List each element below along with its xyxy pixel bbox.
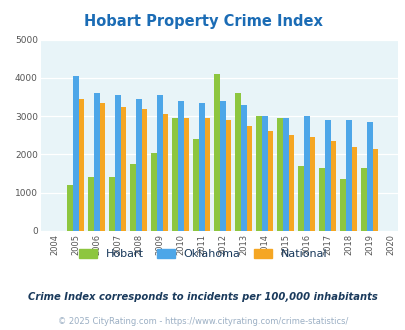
Bar xyxy=(136,99,141,231)
Text: Crime Index corresponds to incidents per 100,000 inhabitants: Crime Index corresponds to incidents per… xyxy=(28,292,377,302)
Bar xyxy=(225,120,231,231)
Bar xyxy=(256,116,261,231)
Bar xyxy=(120,107,126,231)
Bar xyxy=(67,185,72,231)
Bar xyxy=(282,118,288,231)
Bar xyxy=(339,179,345,231)
Bar xyxy=(72,76,78,231)
Bar xyxy=(330,141,336,231)
Bar xyxy=(204,118,210,231)
Bar xyxy=(235,93,241,231)
Bar xyxy=(109,178,115,231)
Bar xyxy=(157,95,162,231)
Bar xyxy=(172,118,177,231)
Bar xyxy=(288,135,294,231)
Legend: Hobart, Oklahoma, National: Hobart, Oklahoma, National xyxy=(74,244,331,263)
Bar xyxy=(151,152,157,231)
Bar xyxy=(277,118,282,231)
Bar xyxy=(198,103,204,231)
Text: Hobart Property Crime Index: Hobart Property Crime Index xyxy=(83,14,322,29)
Bar xyxy=(162,114,168,231)
Bar xyxy=(115,95,120,231)
Bar xyxy=(261,116,267,231)
Bar xyxy=(183,118,189,231)
Text: © 2025 CityRating.com - https://www.cityrating.com/crime-statistics/: © 2025 CityRating.com - https://www.city… xyxy=(58,317,347,326)
Bar xyxy=(94,93,99,231)
Bar xyxy=(220,101,225,231)
Bar xyxy=(141,109,147,231)
Bar xyxy=(130,164,136,231)
Bar xyxy=(309,137,315,231)
Bar xyxy=(193,139,198,231)
Bar xyxy=(345,120,351,231)
Bar xyxy=(366,122,372,231)
Bar xyxy=(78,99,84,231)
Bar xyxy=(360,168,366,231)
Bar xyxy=(351,147,356,231)
Bar xyxy=(303,116,309,231)
Bar xyxy=(88,178,94,231)
Bar xyxy=(267,131,273,231)
Bar xyxy=(241,105,246,231)
Bar xyxy=(319,168,324,231)
Bar xyxy=(99,103,105,231)
Bar xyxy=(298,166,303,231)
Bar xyxy=(214,74,220,231)
Bar xyxy=(246,126,252,231)
Bar xyxy=(177,101,183,231)
Bar xyxy=(324,120,330,231)
Bar xyxy=(372,149,377,231)
